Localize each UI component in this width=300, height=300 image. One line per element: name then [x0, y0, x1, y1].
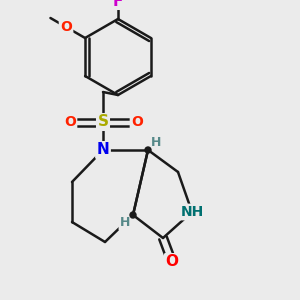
- Circle shape: [130, 212, 136, 218]
- Circle shape: [145, 147, 151, 153]
- Text: O: O: [131, 115, 143, 129]
- Text: O: O: [64, 115, 76, 129]
- Text: H: H: [151, 136, 161, 148]
- Text: H: H: [120, 217, 130, 230]
- Text: F: F: [113, 0, 123, 8]
- Text: S: S: [98, 115, 109, 130]
- Text: N: N: [97, 142, 110, 158]
- Text: NH: NH: [180, 205, 204, 219]
- Text: O: O: [60, 20, 72, 34]
- Text: O: O: [166, 254, 178, 269]
